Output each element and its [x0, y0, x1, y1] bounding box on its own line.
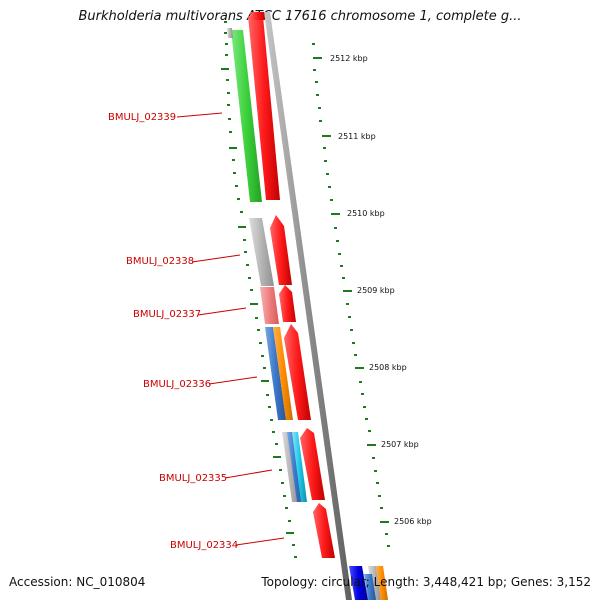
gene-feature[interactable]: [300, 428, 325, 500]
inner-scale-major-ticks: [221, 68, 294, 534]
gene-feature[interactable]: [265, 327, 286, 420]
scale-label: 2508 kbp: [369, 363, 407, 372]
gene-label[interactable]: BMULJ_02339: [108, 112, 176, 123]
scale-labels: 2512 kbp 2511 kbp 2510 kbp 2509 kbp 2508…: [330, 54, 432, 526]
gene-feature[interactable]: [273, 327, 293, 420]
accession-text: Accession: NC_010804: [9, 575, 146, 589]
gene-feature[interactable]: [227, 28, 233, 38]
scale-label: 2510 kbp: [347, 209, 385, 218]
gene-feature[interactable]: [260, 287, 279, 324]
gene-feature[interactable]: [313, 503, 335, 558]
gene-label[interactable]: BMULJ_02335: [159, 473, 227, 484]
gene-feature[interactable]: [292, 432, 307, 502]
gene-label[interactable]: BMULJ_02334: [170, 540, 238, 551]
gene-feature[interactable]: [364, 574, 376, 600]
gene-label[interactable]: BMULJ_02336: [143, 379, 211, 390]
outer-scale-track: 2512 kbp 2511 kbp 2510 kbp 2509 kbp 2508…: [312, 43, 432, 547]
gene-feature[interactable]: [284, 324, 311, 420]
map-title: Burkholderia multivorans ATCC 17616 chro…: [78, 9, 522, 24]
scale-label: 2509 kbp: [357, 286, 395, 295]
scale-label: 2511 kbp: [338, 132, 376, 141]
inner-scale-minor-ticks: [224, 21, 297, 558]
gene-feature[interactable]: [248, 16, 280, 200]
gene-feature[interactable]: [279, 285, 296, 322]
gene-label[interactable]: BMULJ_02337: [133, 309, 201, 320]
backbone-ring: [264, 12, 352, 600]
gene-feature[interactable]: [231, 30, 262, 202]
outer-scale-minor-ticks: [312, 43, 390, 547]
gene-feature[interactable]: [349, 566, 368, 600]
gene-label-leaders: [176, 112, 285, 546]
scale-label: 2507 kbp: [381, 440, 419, 449]
gene-feature[interactable]: [250, 12, 265, 20]
inner-scale-track: [221, 21, 297, 558]
gene-feature[interactable]: [376, 566, 388, 600]
gene-label[interactable]: BMULJ_02338: [126, 256, 194, 267]
genome-summary-text: Topology: circular; Length: 3,448,421 bp…: [261, 575, 591, 589]
gene-labels: BMULJ_02339 BMULJ_02338 BMULJ_02337 BMUL…: [108, 112, 238, 551]
forward-strand-genes: [248, 16, 335, 558]
scale-label: 2506 kbp: [394, 517, 432, 526]
gene-feature[interactable]: [270, 215, 292, 285]
gene-feature[interactable]: [249, 218, 274, 286]
outer-scale-major-ticks: [313, 57, 389, 523]
reverse-strand-genes: [227, 12, 388, 600]
scale-label: 2512 kbp: [330, 54, 368, 63]
